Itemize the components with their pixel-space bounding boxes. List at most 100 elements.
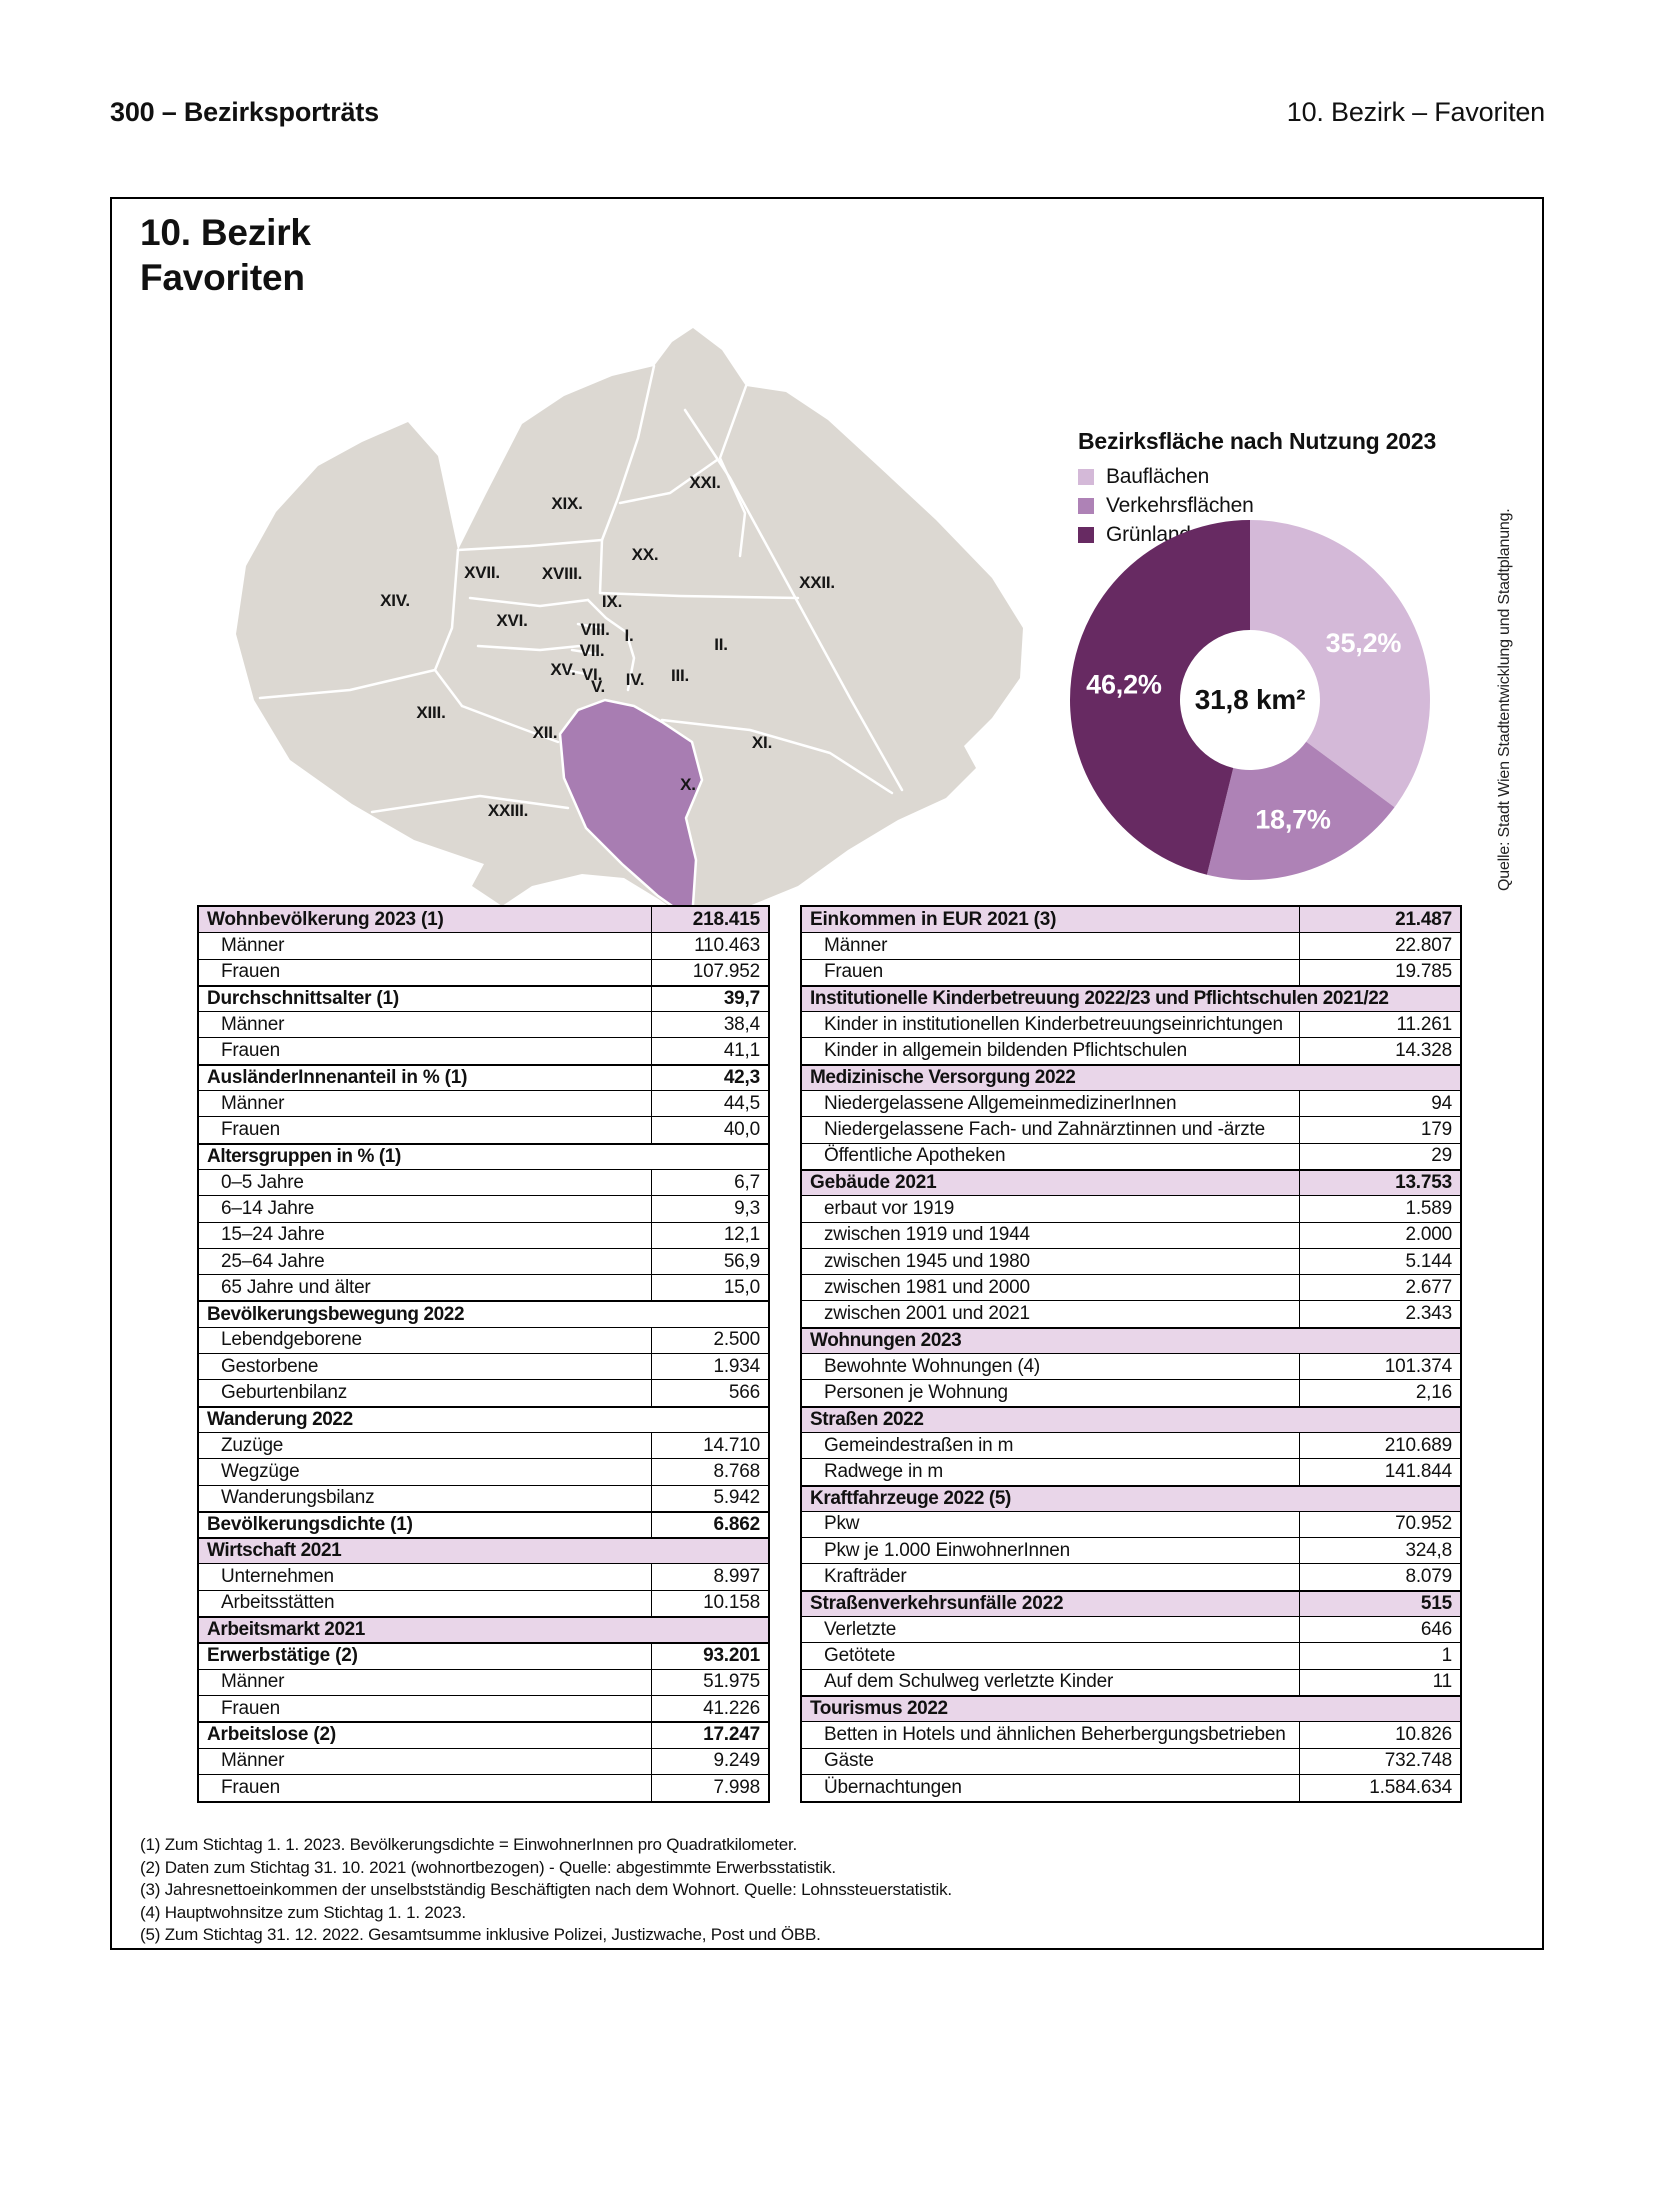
table-row: 6–14 Jahre 9,3 [199,1196,768,1223]
row-label: Betten in Hotels und ähnlichen Beherberg… [802,1722,1300,1748]
row-label: Einkommen in EUR 2021 (3) [802,907,1300,933]
table-row: Lebendgeborene 2.500 [199,1327,768,1355]
row-value: 732.748 [1384,1750,1452,1772]
row-label: Medizinische Versorgung 2022 [810,1066,1076,1088]
donut-value-label: 35,2% [1326,628,1402,658]
row-label: Auf dem Schulweg verletzte Kinder [802,1669,1300,1695]
row-label: Pkw je 1.000 EinwohnerInnen [802,1538,1300,1564]
row-label: Wirtschaft 2021 [207,1540,342,1562]
row-value: 22.807 [1395,934,1452,956]
table-row: Männer 44,5 [199,1091,768,1118]
district-label-x: X. [680,775,696,794]
table-row: AusländerInnenanteil in % (1) 42,3 [199,1064,768,1092]
table-row: Arbeitsstätten 10.158 [199,1590,768,1618]
row-label: Arbeitsstätten [199,1590,652,1617]
row-value: 515 [1420,1592,1452,1614]
row-label: Frauen [199,959,652,985]
table-row: Gäste 732.748 [802,1748,1460,1775]
row-value: 9.249 [713,1750,760,1772]
row-label: Wohnbevölkerung 2023 (1) [199,907,652,933]
row-label: Getötete [802,1643,1300,1669]
footnote: (2) Daten zum Stichtag 31. 10. 2021 (woh… [140,1857,836,1877]
row-value: 11 [1432,1671,1453,1693]
row-value: 21.487 [1395,908,1452,930]
legend-swatch [1078,527,1094,543]
row-value: 8.079 [1405,1566,1452,1588]
row-label: Bevölkerungsdichte (1) [199,1512,652,1538]
row-label: Tourismus 2022 [810,1698,948,1720]
statistics-table-left: Wohnbevölkerung 2023 (1) 218.415 Männer 110… [197,905,770,1804]
table-row: Frauen 40,0 [199,1117,768,1144]
row-value: 39,7 [723,988,760,1010]
district-labels: XXI. XIX. XX. XXII. XVII. XVIII. XIV. IX. XVI. VI… [380,473,835,820]
donut-value-label: 46,2% [1086,670,1162,700]
row-value: 17.247 [703,1724,760,1746]
row-value: 107.952 [692,961,760,983]
table-row: Frauen 7.998 [199,1774,768,1802]
chart-title: Bezirksfläche nach Nutzung 2023 [1078,428,1437,454]
table-row: Frauen 41.226 [199,1695,768,1723]
city-outline-shape [236,328,1023,926]
table-row: Gestorbene 1.934 [199,1354,768,1381]
table-row: Kinder in allgemein bildenden Pflichtsch… [802,1038,1460,1065]
row-label: AusländerInnenanteil in % (1) [199,1065,652,1091]
district-label-vii: VII. [580,641,605,660]
donut-center-label: 31,8 km² [1195,684,1305,715]
legend-label: Bauflächen [1106,465,1210,488]
row-value: 2.677 [1405,1276,1452,1298]
row-label: Institutionelle Kinderbetreuung 2022/23 … [810,988,1389,1010]
row-label: Krafträder [802,1564,1300,1590]
row-label: Gestorbene [199,1354,652,1380]
row-value: 29 [1431,1145,1452,1167]
district-border-lines [258,364,904,814]
table-row: Kraftfahrzeuge 2022 (5) [802,1485,1460,1512]
row-label: Lebendgeborene [199,1327,652,1354]
table-row: Personen je Wohnung 2,16 [802,1380,1460,1407]
table-row: Verletzte 646 [802,1617,1460,1644]
table-row: Arbeitslose (2) 17.247 [199,1722,768,1749]
panel-title: 10. Bezirk Favoriten [140,210,311,300]
table-row: Männer 110.463 [199,933,768,960]
vienna-map-svg: XXI. XIX. XX. XXII. XVII. XVIII. XIV. IX. XVI. VI… [236,328,1023,926]
row-label: Wanderung 2022 [207,1408,353,1430]
table-row: Gebäude 2021 13.753 [802,1169,1460,1197]
table-row: Unternehmen 8.997 [199,1564,768,1591]
row-value: 6,7 [734,1171,760,1193]
table-row: Gemeindestraßen in m 210.689 [802,1432,1460,1460]
row-value: 218.415 [692,908,760,930]
row-label: Wegzüge [199,1459,652,1485]
district-x-highlight [558,698,704,922]
chart-source-text: Quelle: Stadt Wien Stadtentwicklung und … [1496,508,1513,892]
donut-percentage-labels: 35,2% 18,7% 46,2% [1086,628,1401,835]
district-label-xxii: XXII. [799,573,835,592]
table-row: Wanderung 2022 [199,1406,768,1433]
land-use-legend: Bezirksfläche nach Nutzung 2023 Baufläch… [1078,428,1438,552]
row-value: 14.328 [1395,1040,1452,1062]
table-row: Frauen 107.952 [199,959,768,986]
row-label: zwischen 1981 und 2000 [802,1275,1300,1301]
row-label: Arbeitslose (2) [199,1723,652,1748]
row-label: Straßen 2022 [810,1408,924,1430]
table-row: Straßen 2022 [802,1406,1460,1433]
row-label: Durchschnittsalter (1) [199,986,652,1012]
page-header-right: 10. Bezirk – Favoriten [1286,97,1545,127]
table-row: Betten in Hotels und ähnlichen Beherberg… [802,1722,1460,1749]
donut-slice-verkehrsflächen [1206,741,1395,880]
panel-title-line1: 10. Bezirk [140,212,311,253]
footnote: (5) Zum Stichtag 31. 12. 2022. Gesamtsum… [140,1925,821,1944]
row-label: Frauen [199,1695,652,1722]
row-value: 56,9 [723,1250,760,1272]
donut-slice-bauflächen [1250,520,1430,808]
row-label: Gebäude 2021 [802,1170,1300,1196]
district-label-xii: XII. [533,723,558,742]
table-row: erbaut vor 1919 1.589 [802,1196,1460,1223]
row-value: 9,3 [734,1197,760,1219]
row-value: 70.952 [1395,1513,1452,1535]
table-row: Niedergelassene Fach- und Zahnärztinnen … [802,1117,1460,1144]
row-label: 15–24 Jahre [199,1222,652,1248]
district-label-iii: III. [671,666,689,685]
row-label: Kinder in allgemein bildenden Pflichtsch… [802,1038,1300,1064]
row-label: Frauen [199,1038,652,1064]
donut-svg: 35,2% 18,7% 46,2% 31,8 km² [1070,520,1430,880]
row-value: 2.000 [1405,1224,1452,1246]
